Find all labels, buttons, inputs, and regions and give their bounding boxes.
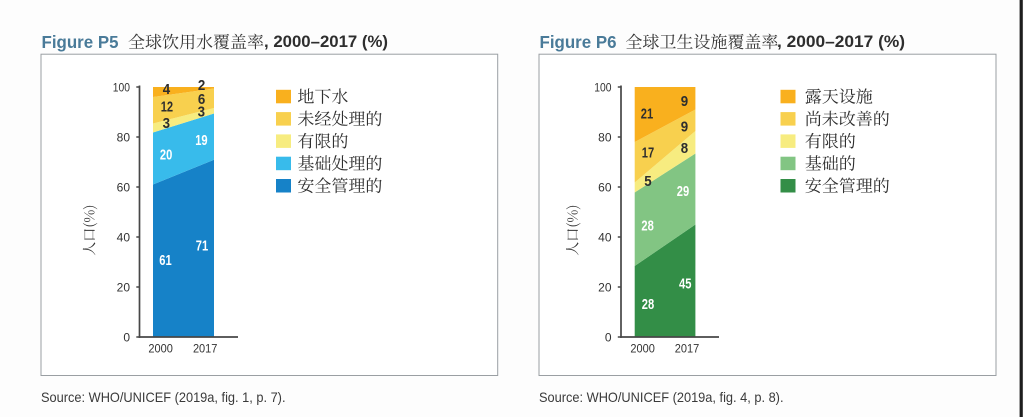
svg-text:Figure P6: Figure P6: [540, 32, 617, 52]
svg-text:, 2000–2017 (%): , 2000–2017 (%): [264, 32, 388, 51]
svg-text:100: 100: [594, 80, 611, 94]
svg-text:5: 5: [644, 173, 651, 190]
svg-text:2000: 2000: [630, 342, 655, 356]
svg-text:28: 28: [642, 296, 654, 313]
svg-text:100: 100: [113, 80, 130, 94]
svg-text:80: 80: [117, 130, 131, 144]
svg-text:40: 40: [117, 230, 131, 244]
svg-text:20: 20: [160, 146, 172, 163]
svg-text:2000: 2000: [148, 342, 173, 356]
svg-text:9: 9: [681, 93, 688, 110]
svg-text:60: 60: [598, 180, 612, 194]
svg-text:3: 3: [198, 103, 205, 120]
svg-text:Figure P5: Figure P5: [42, 32, 119, 52]
svg-text:60: 60: [117, 180, 131, 194]
svg-text:12: 12: [161, 98, 173, 115]
svg-text:0: 0: [123, 330, 130, 344]
svg-text:2017: 2017: [193, 342, 218, 356]
svg-text:Source: WHO/UNICEF (2019a, fig: Source: WHO/UNICEF (2019a, fig. 4, p. 8)…: [539, 389, 784, 405]
svg-text:21: 21: [641, 105, 653, 122]
svg-text:80: 80: [598, 130, 612, 144]
svg-text:6: 6: [198, 91, 205, 108]
svg-text:3: 3: [163, 115, 170, 132]
svg-text:0: 0: [605, 330, 612, 344]
svg-text:40: 40: [598, 230, 612, 244]
svg-text:29: 29: [677, 183, 689, 200]
svg-text:2: 2: [198, 77, 205, 94]
svg-text:2017: 2017: [675, 342, 700, 356]
svg-text:71: 71: [196, 237, 208, 254]
svg-text:4: 4: [163, 81, 171, 98]
svg-text:9: 9: [681, 118, 688, 135]
svg-text:17: 17: [642, 145, 654, 162]
svg-text:8: 8: [681, 140, 688, 157]
svg-text:, 2000–2017 (%): , 2000–2017 (%): [777, 32, 905, 51]
svg-text:19: 19: [195, 132, 207, 149]
svg-text:45: 45: [679, 276, 691, 293]
svg-text:Source: WHO/UNICEF (2019a, fig: Source: WHO/UNICEF (2019a, fig. 1, p. 7)…: [41, 389, 286, 405]
svg-text:28: 28: [641, 217, 653, 234]
svg-text:20: 20: [117, 280, 131, 294]
svg-text:20: 20: [598, 280, 612, 294]
svg-text:61: 61: [159, 252, 171, 269]
